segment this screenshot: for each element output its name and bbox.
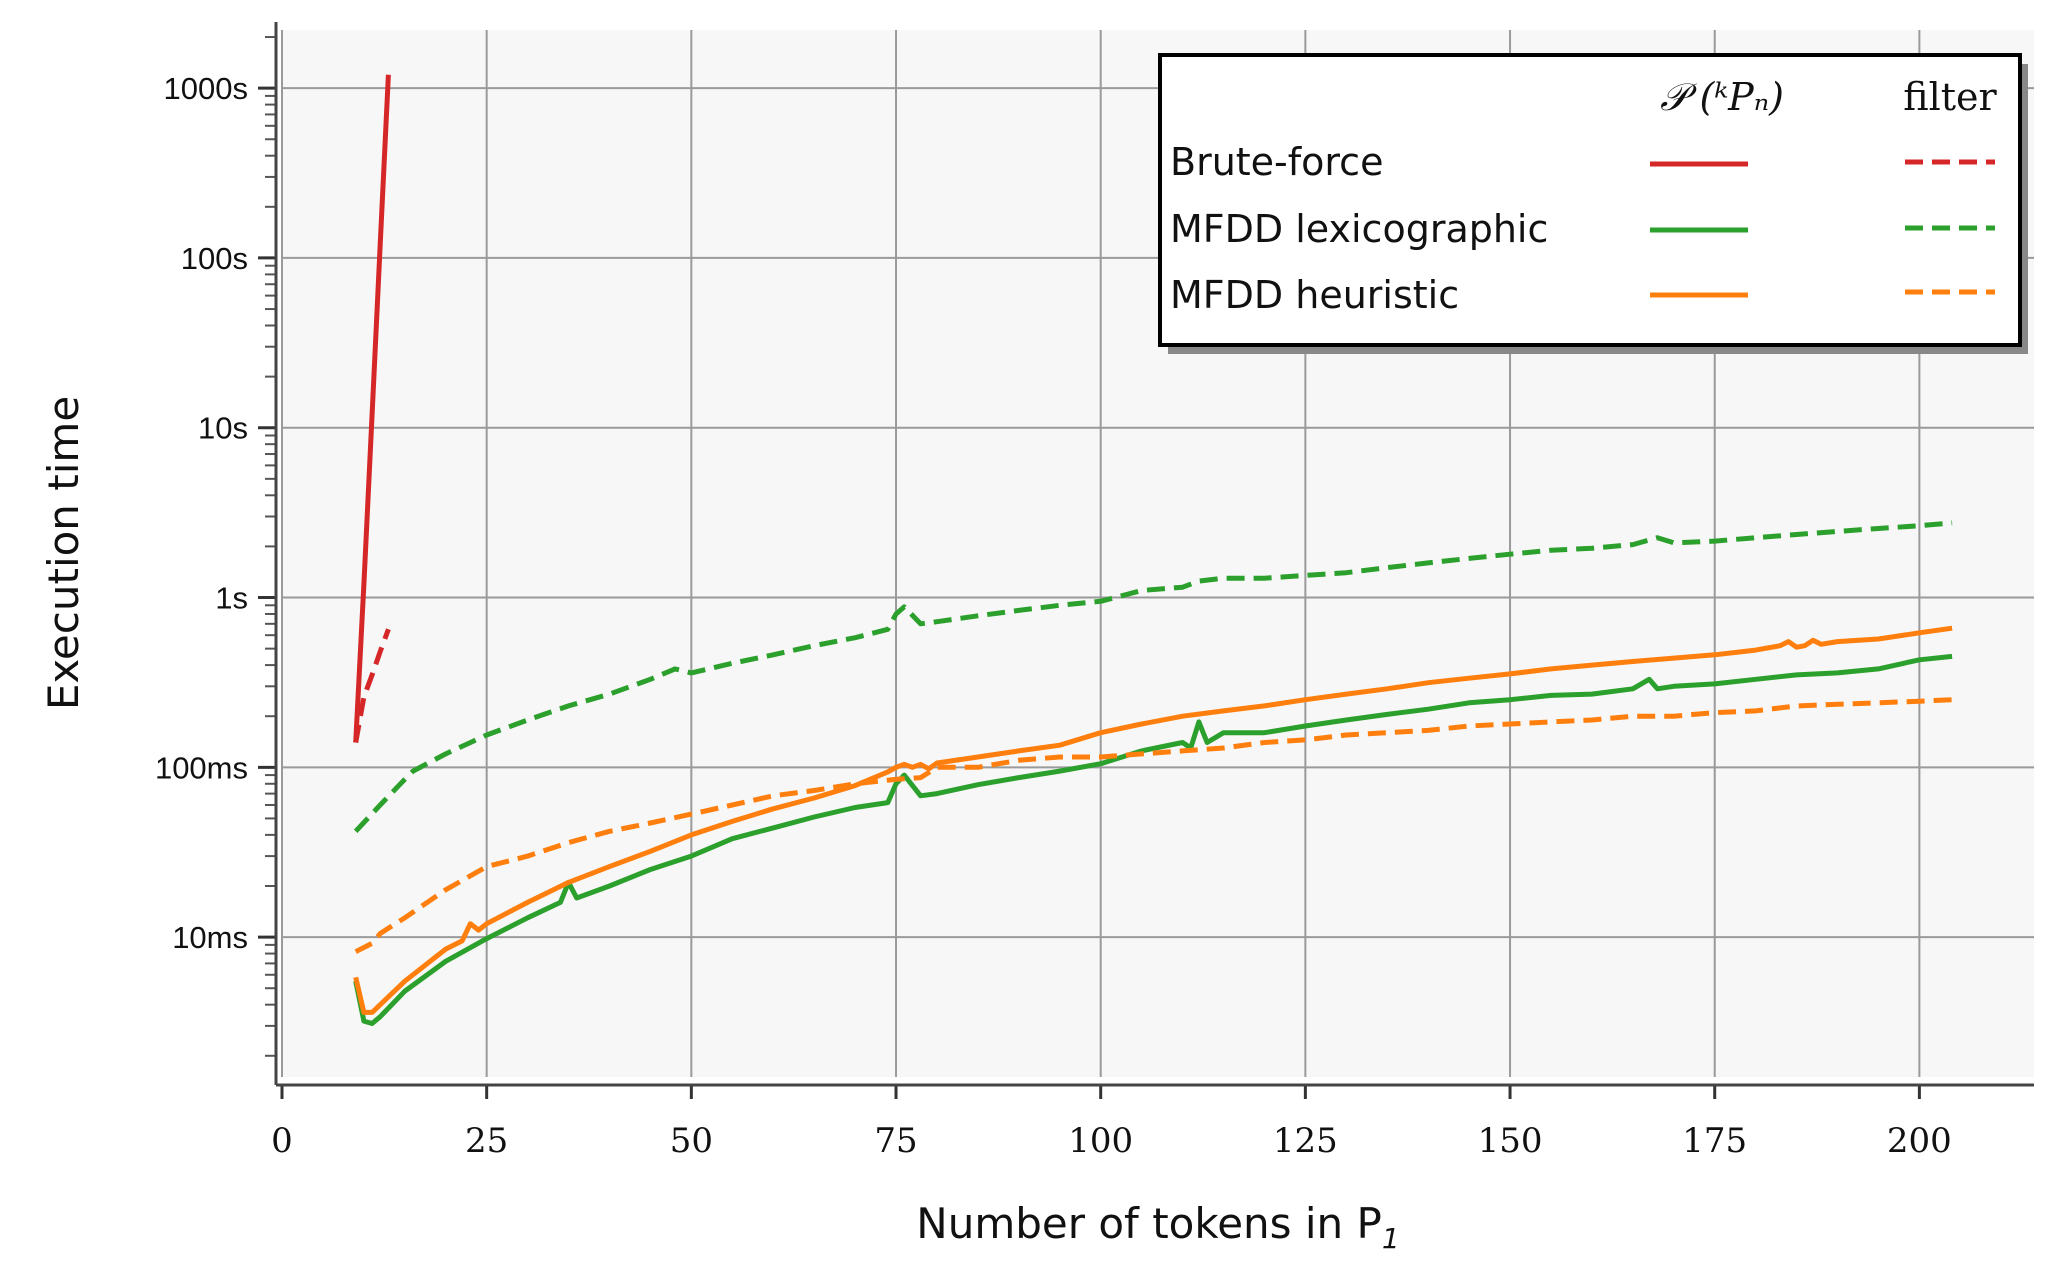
x-tick-label: 75	[874, 1121, 917, 1161]
x-axis-title: Number of tokens in P1	[916, 1199, 1399, 1255]
y-tick-label: 10ms	[172, 920, 248, 955]
x-tick-label: 125	[1273, 1121, 1338, 1161]
y-axis-title: Execution time	[39, 396, 88, 710]
y-tick-label: 100s	[181, 241, 248, 276]
x-tick-label: 25	[465, 1121, 508, 1161]
y-tick-label: 1s	[215, 581, 248, 616]
legend-header-filter: filter	[1903, 75, 1997, 119]
x-tick-label: 100	[1068, 1121, 1133, 1161]
y-tick-label: 10s	[198, 411, 248, 446]
x-tick-label: 150	[1478, 1121, 1543, 1161]
x-axis-title-subscript: 1	[1382, 1222, 1400, 1255]
y-tick-label: 1000s	[164, 71, 248, 106]
series-brute-force-filter	[353, 628, 391, 743]
legend-label-mfdd-lexicographic: MFDD lexicographic	[1170, 207, 1548, 251]
series-mfdd-lexicographic-P	[353, 653, 1953, 1026]
legend: 𝒫 (ᵏPₙ) filter Brute-force MFDD lexicogr…	[1158, 53, 2028, 354]
legend-header-p: 𝒫 (ᵏPₙ)	[1660, 75, 1784, 119]
x-axis-title-main: Number of tokens in P	[916, 1199, 1382, 1248]
legend-label-mfdd-heuristic: MFDD heuristic	[1170, 273, 1459, 317]
x-tick-label: 175	[1682, 1121, 1747, 1161]
legend-box	[1158, 53, 2022, 347]
axes-layer: 0 25 50 75 100 125 150 175 200 10ms 100ms 1s 10s 100s…	[155, 22, 2034, 1161]
series-mfdd-heuristic-filter	[354, 697, 1953, 954]
y-tick-label: 100ms	[155, 750, 248, 785]
series-mfdd-lexicographic-filter	[353, 520, 1953, 834]
series-brute-force-P	[353, 74, 391, 743]
series-layer	[353, 74, 1953, 1026]
legend-label-brute-force: Brute-force	[1170, 140, 1383, 184]
x-tick-label: 50	[670, 1121, 713, 1161]
x-tick-label: 200	[1887, 1121, 1952, 1161]
series-mfdd-heuristic-P	[353, 625, 1953, 1015]
x-tick-label: 0	[271, 1121, 293, 1161]
